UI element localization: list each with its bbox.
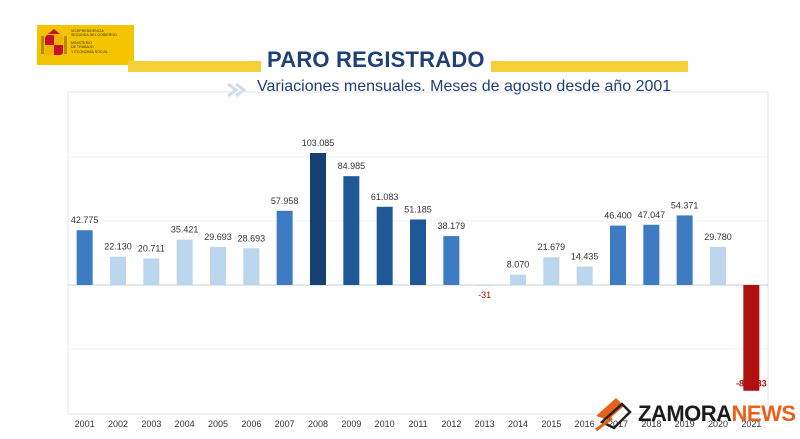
bar-2009 <box>343 176 360 285</box>
bar-2006 <box>243 248 260 285</box>
x-tick-label: 2004 <box>175 419 195 429</box>
coat-of-arms-icon <box>41 29 67 55</box>
data-label-2009: 84.985 <box>338 161 366 171</box>
bar-2012 <box>443 236 460 285</box>
x-tick-label: 2016 <box>575 419 595 429</box>
x-tick-label: 2003 <box>141 419 161 429</box>
bar-2017 <box>610 225 626 285</box>
bar-2011 <box>410 219 426 285</box>
x-tick-label: 2012 <box>441 419 461 429</box>
x-tick-label: 2015 <box>541 419 561 429</box>
zamora-news-logo-icon <box>595 398 632 432</box>
x-tick-label: 2013 <box>475 419 495 429</box>
data-label-2019: 54.371 <box>671 200 699 210</box>
data-label-2018: 47.047 <box>638 210 666 220</box>
x-tick-label: 2020 <box>708 419 728 429</box>
data-label-2002: 22.130 <box>104 242 132 252</box>
watermark-brand: ZAMORA <box>638 401 732 426</box>
data-label-2010: 61.083 <box>371 192 399 202</box>
bar-2003 <box>143 258 160 285</box>
bar-2002 <box>110 256 126 285</box>
x-tick-label: 2006 <box>241 419 261 429</box>
data-label-2020: 29.780 <box>704 232 732 242</box>
x-tick-label: 2002 <box>108 419 128 429</box>
bar-2021 <box>743 285 760 391</box>
data-label-2016: 14.435 <box>571 252 599 262</box>
data-label-2006: 28.693 <box>238 233 266 243</box>
bar-2014 <box>510 274 526 285</box>
data-label-2015: 21.679 <box>538 242 566 252</box>
data-label-2017: 46.400 <box>604 211 632 221</box>
bar-2020 <box>710 246 726 285</box>
watermark-suffix: NEWS <box>731 401 797 426</box>
logo-line: Y ECONOMÍA SOCIAL <box>71 49 108 54</box>
data-label-2003: 20.711 <box>138 243 165 253</box>
data-label-2012: 38.179 <box>438 221 466 231</box>
data-label-2004: 35.421 <box>171 225 199 235</box>
chart-subtitle: Variaciones mensuales. Meses de agosto d… <box>257 78 672 95</box>
ministry-logo: VICEPRESIDENCIA SEGUNDA DEL GOBIERNO MIN… <box>37 25 134 65</box>
x-tick-label: 2011 <box>408 419 427 429</box>
bar-2004 <box>176 239 193 285</box>
data-label-2021: -82.583 <box>736 379 767 389</box>
bar-2016 <box>576 266 593 285</box>
plot-frame <box>67 91 769 415</box>
logo-line: MINISTERIO <box>71 40 92 45</box>
logo-line: SEGUNDA DEL GOBIERNO <box>71 33 117 38</box>
x-tick-label: 2018 <box>641 419 661 429</box>
bar-2005 <box>210 246 226 285</box>
chart-title: PARO REGISTRADO <box>261 47 491 73</box>
watermark-text: ZAMORANEWS <box>638 401 796 427</box>
logo-line: VICEPRESIDENCIA <box>71 29 104 33</box>
bar-2013 <box>476 285 493 286</box>
bar-2018 <box>643 224 660 285</box>
ministry-logo-text: VICEPRESIDENCIA SEGUNDA DEL GOBIERNO MIN… <box>71 29 133 54</box>
x-tick-label: 2001 <box>75 419 95 429</box>
x-tick-label: 2021 <box>741 419 761 429</box>
chevron-right-icon <box>227 82 247 98</box>
x-tick-label: 2014 <box>508 419 528 429</box>
data-label-2011: 51.185 <box>404 204 432 214</box>
data-label-2008: 103.085 <box>302 138 335 148</box>
bar-2010 <box>376 206 393 285</box>
bar-2007 <box>276 210 293 285</box>
data-label-2007: 57.958 <box>271 196 299 206</box>
x-tick-label: 2008 <box>308 419 328 429</box>
data-label-2005: 29.693 <box>204 232 232 242</box>
bar-2019 <box>676 215 693 285</box>
data-label-2013: -31 <box>478 290 491 300</box>
x-tick-label: 2009 <box>341 419 361 429</box>
data-label-2014: 8.070 <box>507 260 530 270</box>
x-tick-label: 2010 <box>375 419 395 429</box>
x-tick-label: 2007 <box>275 419 295 429</box>
logo-line: DE TRABAJO <box>71 45 94 50</box>
x-tick-label: 2019 <box>675 419 695 429</box>
data-label-2001: 42.775 <box>71 215 99 225</box>
bar-2015 <box>543 257 560 285</box>
x-tick-label: 2005 <box>208 419 228 429</box>
bar-2008 <box>310 153 326 285</box>
bar-2001 <box>76 230 93 285</box>
